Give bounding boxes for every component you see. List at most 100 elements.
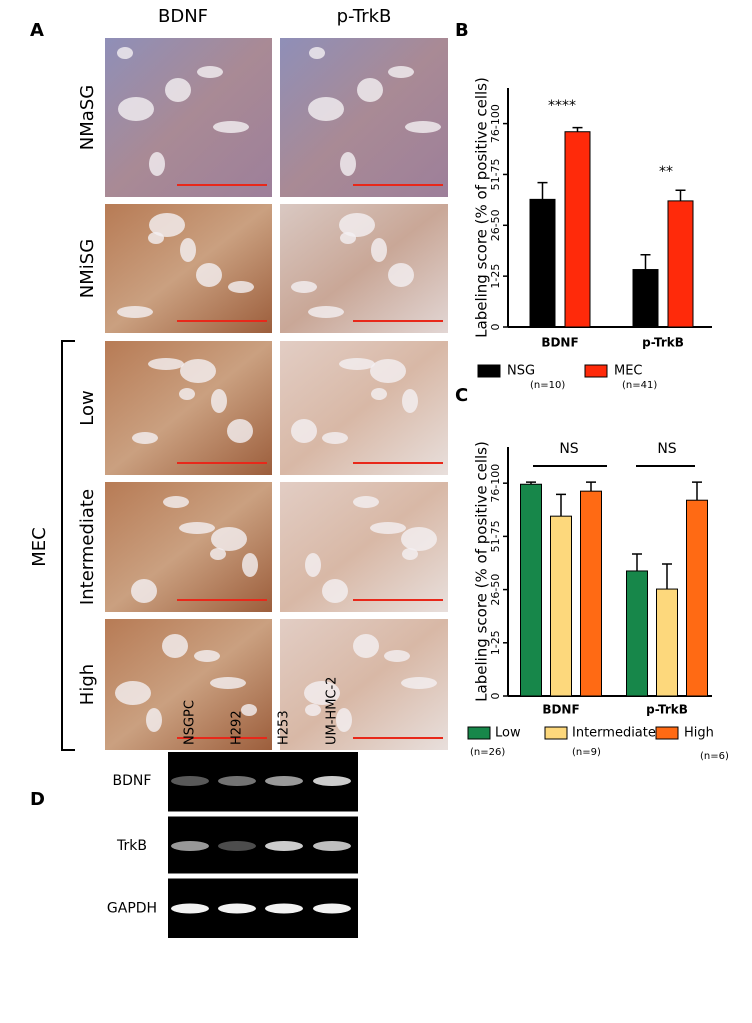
annotation: ****	[548, 98, 576, 114]
tissue-space	[308, 97, 344, 121]
panel-label: A	[30, 20, 44, 41]
tissue-space	[242, 553, 258, 577]
legend-label: MEC	[614, 364, 643, 379]
legend-label: NSG	[507, 364, 535, 379]
tissue-space	[146, 708, 162, 732]
lane-label: UM-HMC-2	[325, 677, 340, 745]
tissue-space	[241, 704, 257, 716]
gel-row-label: GAPDH	[107, 901, 157, 917]
bar	[656, 588, 678, 697]
tissue-space	[165, 78, 191, 102]
band	[171, 903, 209, 914]
tissue-space	[401, 527, 437, 551]
tissue-space	[353, 634, 379, 658]
x-tick-label: BDNF	[542, 703, 579, 717]
tissue-space	[149, 213, 185, 237]
panel-label: B	[455, 20, 469, 41]
x-tick-label: p-TrkB	[642, 336, 684, 350]
bar	[550, 515, 572, 697]
band	[313, 776, 351, 786]
legend-swatch	[477, 364, 501, 378]
error-bar	[586, 481, 596, 492]
tissue-space	[148, 358, 184, 370]
annotation: NS	[559, 441, 578, 457]
tissue-space	[163, 496, 189, 508]
row-label: Intermediate	[77, 489, 98, 605]
tissue-space	[117, 306, 153, 318]
tissue-space	[117, 47, 133, 59]
y-axis-label: Labeling score (% of positive cells)	[473, 77, 491, 338]
lane-label: H253	[277, 710, 292, 745]
bar	[580, 490, 602, 697]
legend-swatch	[584, 364, 608, 378]
tissue-space	[211, 389, 227, 413]
micrograph	[280, 38, 448, 197]
band	[218, 841, 256, 851]
tissue-space	[211, 527, 247, 551]
tissue-space	[118, 97, 154, 121]
tissue-space	[180, 238, 196, 262]
panel-label: D	[30, 789, 45, 810]
error-bar	[640, 254, 651, 270]
annotation: NS	[657, 441, 676, 457]
tissue-space	[402, 548, 418, 560]
error-bar	[675, 189, 686, 201]
tissue-space	[401, 677, 437, 689]
error-bar	[662, 563, 672, 590]
tissue-space	[336, 708, 352, 732]
tissue-space	[353, 496, 379, 508]
y-tick-label: 0	[489, 324, 502, 331]
micrographs	[105, 38, 448, 750]
error-bar	[692, 481, 702, 501]
tissue-space	[291, 281, 317, 293]
tissue-space	[388, 263, 414, 287]
gel-bands	[168, 776, 358, 914]
legend-n: (n=26)	[470, 747, 505, 758]
y-tick-label: 1-25	[489, 264, 502, 289]
band	[171, 841, 209, 851]
legend-label: High	[684, 726, 714, 741]
legend-n: (n=9)	[572, 747, 601, 758]
error-bar	[572, 126, 583, 132]
error-bar	[537, 181, 548, 200]
tissue-space	[370, 522, 406, 534]
legend-label: Intermediate	[572, 726, 656, 741]
tissue-space	[132, 432, 158, 444]
tissue-space	[179, 522, 215, 534]
bar	[626, 570, 648, 697]
tissue-space	[196, 263, 222, 287]
row-label: NMiSG	[77, 239, 98, 298]
bar	[667, 200, 694, 328]
tissue-space	[339, 213, 375, 237]
bar	[686, 499, 708, 697]
tissue-space	[291, 419, 317, 443]
row-label: High	[77, 664, 98, 705]
error-bar	[526, 481, 536, 485]
lane-label: H292	[230, 710, 245, 745]
tissue-space	[388, 66, 414, 78]
row-label: Low	[77, 390, 98, 425]
legend-n: (n=41)	[622, 380, 657, 391]
tissue-space	[371, 238, 387, 262]
tissue-space	[357, 78, 383, 102]
y-axis-label: Labeling score (% of positive cells)	[473, 441, 491, 702]
tissue-space	[227, 419, 253, 443]
group-label: MEC	[29, 527, 50, 566]
tissue-space	[340, 152, 356, 176]
tissue-space	[210, 677, 246, 689]
tissue-space	[180, 359, 216, 383]
legend-swatch	[655, 726, 679, 740]
error-bar	[556, 493, 566, 517]
y-tick-label: 76-100	[489, 464, 502, 503]
tissue-space	[371, 388, 387, 400]
tissue-space	[370, 359, 406, 383]
row-label: NMaSG	[77, 85, 98, 150]
y-tick-label: 26-50	[489, 574, 502, 606]
bar	[564, 131, 591, 328]
error-bar	[632, 553, 642, 571]
tissue-space	[210, 548, 226, 560]
tissue-space	[162, 634, 188, 658]
bar	[529, 198, 556, 328]
legend-n: (n=6)	[700, 751, 729, 762]
